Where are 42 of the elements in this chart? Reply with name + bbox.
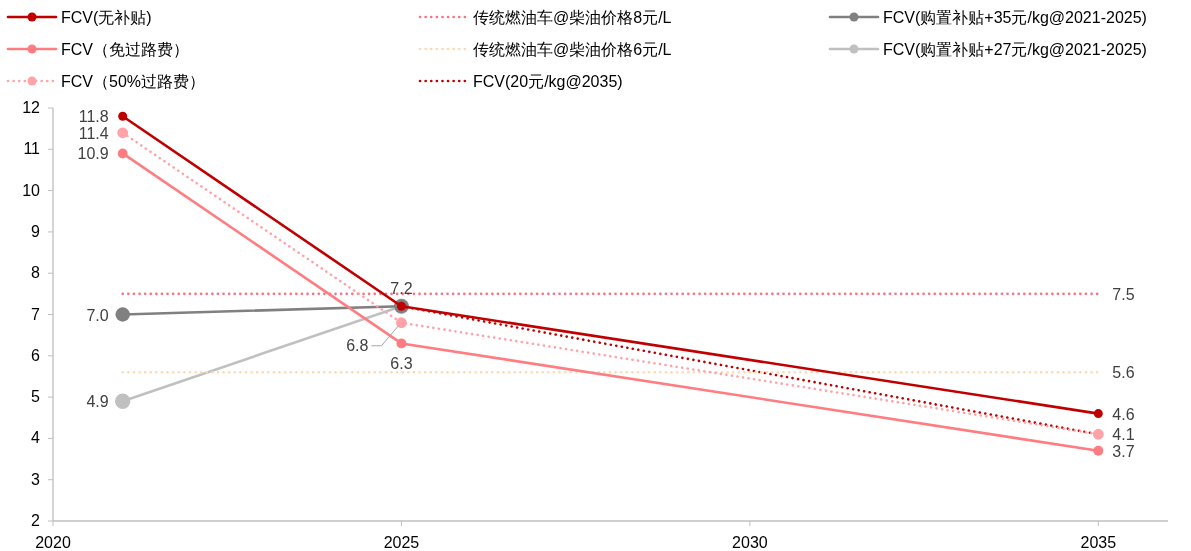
point xyxy=(117,127,129,139)
legend-label: FCV（免过路费） xyxy=(61,41,189,58)
point xyxy=(115,307,130,322)
x-tick-label: 2020 xyxy=(35,534,71,551)
y-tick-label: 2 xyxy=(31,512,41,529)
data-label: 11.8 xyxy=(78,108,109,126)
y-tick-label: 11 xyxy=(23,140,41,158)
y-tick-label: 4 xyxy=(31,429,41,447)
x-tick-label: 2025 xyxy=(383,534,420,551)
y-tick-label: 10 xyxy=(22,181,41,199)
legend-label: FCV（50%过路费） xyxy=(61,73,206,90)
y-tick-label: 6 xyxy=(31,346,41,364)
legend-label: FCV(购置补贴+27元/kg@2021-2025) xyxy=(883,41,1147,58)
x-tick-label: 2035 xyxy=(1080,534,1117,551)
data-label: 3.7 xyxy=(1112,442,1135,460)
legend-label: 传统燃油车@柴油价格8元/L xyxy=(473,9,672,26)
y-tick-label: 12 xyxy=(22,99,41,116)
data-label: 6.3 xyxy=(390,355,413,373)
point xyxy=(115,393,131,409)
legend-label: FCV(20元/kg@2035) xyxy=(473,73,623,90)
point xyxy=(117,148,128,159)
y-tick-label: 5 xyxy=(31,388,41,406)
y-tick-label: 7 xyxy=(31,305,41,323)
legend-label: 传统燃油车@柴油价格6元/L xyxy=(473,41,672,58)
point xyxy=(396,338,407,349)
point xyxy=(396,317,407,329)
y-tick-label: 9 xyxy=(31,222,41,240)
x-tick-label: 2030 xyxy=(732,534,768,551)
data-label: 6.8 xyxy=(346,336,369,354)
data-label: 4.6 xyxy=(1112,405,1135,423)
point xyxy=(1093,445,1104,456)
data-label: 7.2 xyxy=(390,280,413,298)
y-tick-label: 8 xyxy=(31,264,41,282)
data-label: 10.9 xyxy=(77,145,109,163)
point xyxy=(1092,428,1104,440)
point xyxy=(1093,409,1103,419)
legend-label: FCV(无补贴) xyxy=(61,9,152,26)
point xyxy=(118,111,128,121)
data-label: 4.1 xyxy=(1112,426,1135,444)
data-label: 11.4 xyxy=(78,124,109,142)
y-tick-label: 3 xyxy=(31,470,41,488)
legend-label: FCV(购置补贴+35元/kg@2021-2025) xyxy=(883,9,1147,26)
